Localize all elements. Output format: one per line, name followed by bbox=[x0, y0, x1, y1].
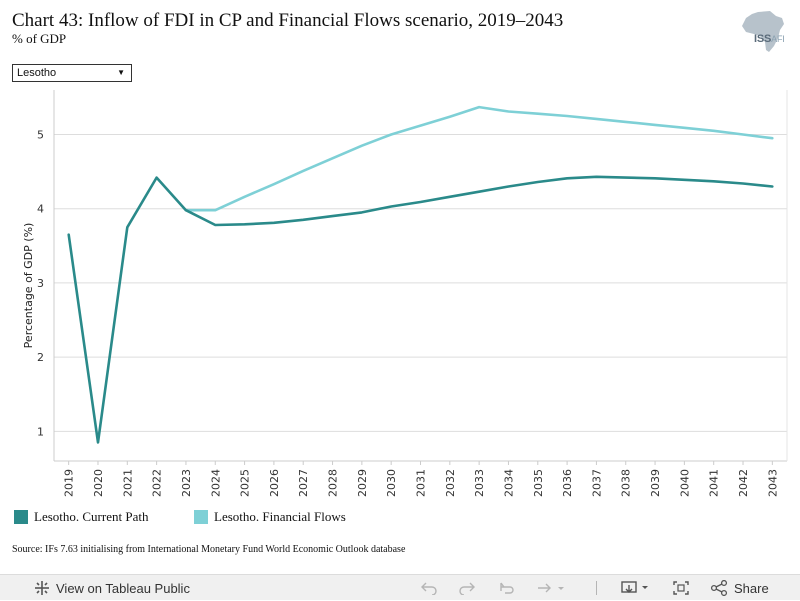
legend-swatch bbox=[194, 510, 208, 524]
view-on-tableau-link[interactable]: View on Tableau Public bbox=[34, 575, 190, 601]
undo-icon[interactable] bbox=[420, 575, 438, 601]
x-tick-label: 2036 bbox=[561, 469, 574, 497]
fullscreen-icon[interactable] bbox=[672, 575, 690, 601]
x-tick-label: 2022 bbox=[151, 469, 164, 497]
x-tick-label: 2021 bbox=[121, 469, 134, 497]
x-tick-label: 2025 bbox=[239, 469, 252, 497]
x-tick-label: 2040 bbox=[678, 469, 691, 497]
x-tick-label: 2023 bbox=[180, 469, 193, 497]
x-tick-label: 2028 bbox=[327, 469, 340, 497]
legend-item-current-path[interactable]: Lesotho. Current Path bbox=[14, 509, 148, 525]
y-tick-label: 4 bbox=[37, 203, 44, 216]
tableau-icon bbox=[35, 581, 49, 595]
x-tick-label: 2033 bbox=[473, 469, 486, 497]
x-tick-label: 2026 bbox=[268, 469, 281, 497]
chart-title: Chart 43: Inflow of FDI in CP and Financ… bbox=[12, 10, 564, 31]
legend-label: Lesotho. Current Path bbox=[34, 509, 149, 524]
redo-icon[interactable] bbox=[458, 575, 476, 601]
x-tick-label: 2034 bbox=[502, 469, 515, 497]
x-tick-label: 2038 bbox=[620, 469, 633, 497]
x-tick-label: 2043 bbox=[766, 469, 779, 497]
chevron-down-icon: ▼ bbox=[117, 68, 125, 77]
africa-logo-icon bbox=[742, 11, 784, 52]
chart-subtitle: % of GDP bbox=[12, 31, 67, 46]
source-note: Source: IFs 7.63 initialising from Inter… bbox=[12, 544, 406, 555]
x-tick-label: 2020 bbox=[92, 469, 105, 497]
x-tick-label: 2035 bbox=[532, 469, 545, 497]
share-icon bbox=[710, 580, 728, 596]
x-tick-label: 2041 bbox=[708, 469, 721, 497]
y-tick-label: 5 bbox=[37, 129, 44, 142]
toolbar-divider bbox=[596, 581, 597, 595]
y-tick-label: 2 bbox=[37, 351, 44, 364]
refresh-icon[interactable] bbox=[536, 575, 566, 601]
x-tick-label: 2037 bbox=[590, 469, 603, 497]
x-tick-label: 2030 bbox=[385, 469, 398, 497]
download-icon[interactable] bbox=[620, 575, 652, 601]
x-tick-label: 2042 bbox=[737, 469, 750, 497]
series-line-current-path bbox=[67, 175, 774, 444]
x-tick-label: 2031 bbox=[415, 469, 428, 497]
legend-label: Lesotho. Financial Flows bbox=[214, 509, 346, 524]
country-filter-value: Lesotho bbox=[17, 67, 57, 79]
series-line-financial-flows bbox=[184, 105, 774, 212]
x-tick-label: 2024 bbox=[209, 469, 222, 497]
share-button[interactable]: Share bbox=[710, 575, 769, 601]
x-tick-label: 2039 bbox=[649, 469, 662, 497]
x-tick-label: 2032 bbox=[444, 469, 457, 497]
legend-swatch bbox=[14, 510, 28, 524]
x-tick-label: 2029 bbox=[356, 469, 369, 497]
logo-text: ISSAFI bbox=[754, 33, 785, 45]
tableau-footer: View on Tableau Public Share bbox=[0, 574, 800, 600]
y-tick-label: 1 bbox=[37, 425, 44, 438]
y-tick-label: 3 bbox=[37, 277, 44, 290]
country-filter-dropdown[interactable]: Lesotho ▼ bbox=[12, 64, 132, 82]
x-tick-label: 2027 bbox=[297, 469, 310, 497]
legend-item-financial-flows[interactable]: Lesotho. Financial Flows bbox=[194, 509, 346, 525]
y-axis-title: Percentage of GDP (%) bbox=[22, 223, 35, 349]
x-tick-label: 2019 bbox=[63, 469, 76, 497]
revert-icon[interactable] bbox=[498, 575, 516, 601]
line-chart: 1 2 3 4 5 2019 2020 2021 2022 2023 2024 2025 2026 202… bbox=[22, 90, 788, 497]
